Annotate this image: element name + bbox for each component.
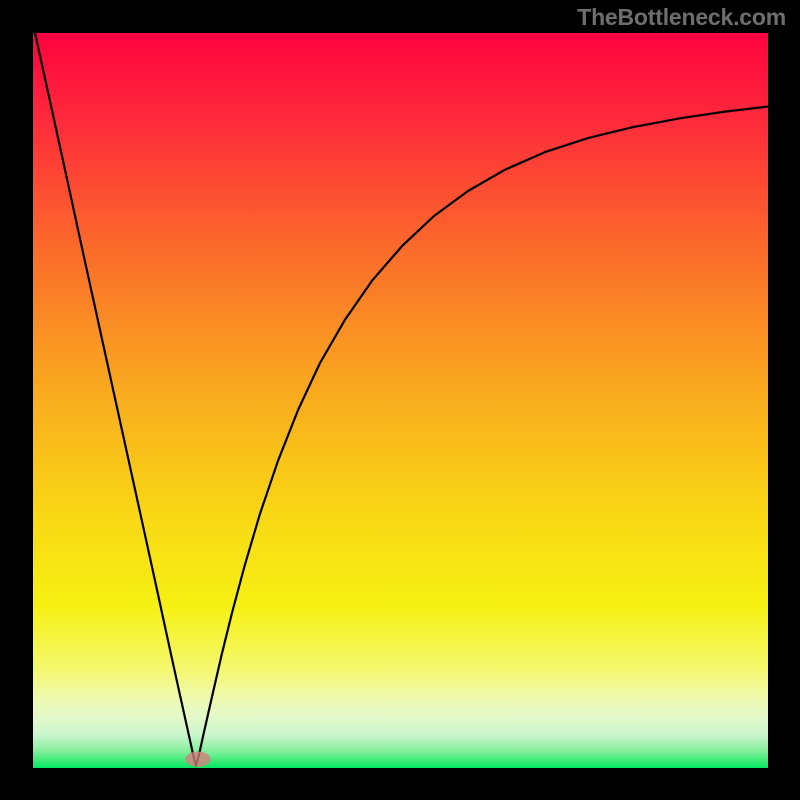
watermark-text: TheBottleneck.com — [577, 4, 786, 31]
bottleneck-chart — [0, 0, 800, 800]
chart-frame: TheBottleneck.com — [0, 0, 800, 800]
valley-marker — [186, 752, 210, 766]
gradient-background — [33, 33, 768, 768]
